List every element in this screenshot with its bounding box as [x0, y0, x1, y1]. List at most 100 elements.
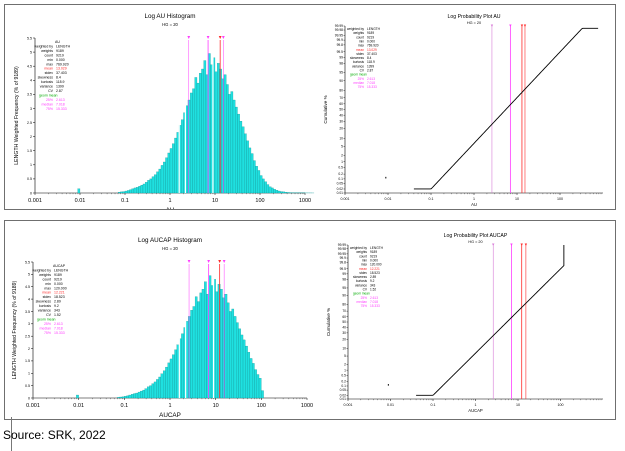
au-prob-stat-value: 0.000: [367, 39, 375, 43]
aucap-prob-stat-label: CV: [363, 288, 368, 292]
au-hist-bar: [156, 171, 159, 194]
aucap-prob-x-tick-label: 100: [558, 403, 564, 407]
au-hist-x-tick-label: 1: [168, 198, 171, 204]
au-hist-stat-label: CV: [48, 89, 54, 93]
aucap-prob-x-tick-label: 0.01: [387, 403, 394, 407]
aucap-hist-bar: [172, 354, 175, 399]
aucap-prob-x-tick-label: 0.1: [431, 403, 436, 407]
aucap-hist-bar: [121, 396, 125, 399]
au-hist-bar: [165, 157, 168, 194]
au-hist-bar: [223, 74, 227, 194]
aucap-prob-y-tick-label: 95: [342, 286, 346, 290]
au-hist-y-label: LENGTH Weighted Frequency (% of 9189): [14, 66, 20, 165]
aucap-hist-stat-value: 0.000: [54, 282, 63, 286]
au-prob-subtitle: HG = 20: [467, 21, 481, 25]
au-hist-stat-label: max: [46, 62, 53, 66]
au-prob-y-tick-label: 99.99: [335, 24, 343, 28]
au-prob-y-tick-label: 0.05: [337, 181, 344, 185]
au-prob-quantile-label: 75%: [358, 85, 365, 89]
au-hist-stat-value: 9189: [56, 49, 64, 53]
aucap-hist-bar: [162, 370, 166, 399]
au-prob-stat-label: stdev: [356, 52, 364, 56]
aucap-hist-stat-label: mean: [42, 291, 51, 295]
aucap-hist-bar: [233, 316, 237, 399]
au-hist-bar: [228, 94, 231, 194]
aucap-hist-bar: [142, 389, 145, 399]
aucap-hist-bar: [144, 388, 148, 399]
aucap-prob-isolated-point: [387, 384, 389, 386]
aucap-hist-bar: [229, 311, 232, 399]
au-hist-quantile-label: median: [42, 102, 54, 106]
au-hist-stat-value: LENGTH: [56, 44, 71, 48]
aucap-hist-bar: [245, 345, 248, 399]
aucap-hist-bar: [158, 376, 161, 399]
au-prob-stat-value: LENGTH: [367, 27, 381, 31]
au-hist-bar: [217, 63, 220, 194]
au-prob-y-tick-label: 20: [339, 126, 343, 130]
aucap-prob-y-tick-label: 1: [344, 368, 346, 372]
au-prob-y-tick-label: 2: [341, 154, 343, 158]
au-prob-y-tick-label: 98: [339, 61, 343, 65]
au-hist-bar: [239, 121, 243, 194]
au-hist-bar: [259, 175, 263, 194]
aucap-hist-bar: [256, 374, 260, 399]
aucap-hist-stat-label: weighted by: [32, 268, 51, 272]
aucap-prob-stat-value: 1.52: [370, 288, 376, 292]
au-hist-bar: [142, 183, 146, 194]
au-prob-quantile-label: 25%: [358, 77, 365, 81]
au-hist-stat-label: kurtosis: [41, 80, 53, 84]
au-hist-bar: [286, 192, 290, 194]
aucap-hist-bar: [249, 358, 253, 399]
aucap-hist-bar: [126, 395, 129, 399]
au-hist-bar: [244, 133, 247, 194]
aucap-prob-stat-label: skewness: [353, 275, 367, 279]
aucap-hist-bar: [261, 390, 264, 399]
au-prob-stat-label: weighted by: [347, 27, 364, 31]
aucap-hist-bar: [124, 396, 127, 399]
aucap-hist-bar: [252, 363, 255, 399]
aucap-prob-stat-label: max: [361, 263, 367, 267]
au-prob-y-tick-label: 99.5: [337, 50, 344, 54]
aucap-hist-bar: [133, 393, 136, 399]
au-hist-y-tick-label: 2: [30, 135, 32, 139]
aucap-prob-title: Log Probability Plot AUCAP: [444, 233, 508, 239]
aucap-prob-y-tick-label: 10: [342, 347, 346, 351]
au-hist-bar: [149, 178, 153, 194]
au-hist-marker-head-median: [206, 36, 210, 39]
aucap-prob-stat-label: variance: [355, 283, 367, 287]
au-hist-bar: [167, 152, 171, 194]
aucap-prob-y-tick-label: 99: [342, 272, 346, 276]
aucap-hist-quantile-value: 2.613: [54, 322, 63, 326]
au-hist-bar: [192, 88, 195, 194]
au-hist-subtitle: HG = 20: [162, 22, 178, 27]
au-prob-x-tick-label: 0.1: [429, 197, 434, 201]
aucap-prob-y-tick-label: 5: [344, 354, 346, 358]
aucap-hist-bar: [160, 373, 164, 399]
au-hist-y-tick-label: 0: [30, 191, 32, 195]
aucap-hist-stat-label: stdev: [43, 295, 52, 299]
aucap-hist-stat-label: min: [45, 282, 51, 286]
aucap-prob-stat-value: 18.523: [370, 271, 380, 275]
au-hist-bar: [133, 187, 137, 194]
aucap-prob-y-tick-label: 50: [342, 320, 346, 324]
aucap-prob-stat-value: 120.000: [370, 263, 382, 267]
aucap-hist-bar: [181, 333, 184, 399]
au-hist-x-tick-label: 10: [212, 198, 218, 204]
au-hist-bar: [174, 137, 177, 194]
aucap-hist-x-tick-label: 1000: [301, 403, 313, 409]
au-prob-y-tick-label: 0.1: [338, 177, 343, 181]
au-hist-stat-value: 13.029: [56, 67, 67, 71]
aucap-hist-bar: [247, 352, 251, 399]
au-prob-y-tick-label: 99.8: [337, 43, 344, 47]
aucap-hist-x-tick-label: 10: [213, 403, 219, 409]
aucap-hist-bar: [215, 291, 219, 399]
au-prob-quantile-value: 2.613: [367, 77, 375, 81]
aucap-hist-stat-label: max: [44, 286, 51, 290]
aucap-hist-bar: [156, 379, 159, 399]
aucap-prob-y-tick-label: 99.95: [338, 252, 346, 256]
au-hist-bar: [158, 168, 162, 194]
aucap-hist-bar: [135, 392, 139, 399]
au-prob-stat-label: weights: [353, 31, 364, 35]
aucap-hist-bar: [190, 310, 193, 399]
